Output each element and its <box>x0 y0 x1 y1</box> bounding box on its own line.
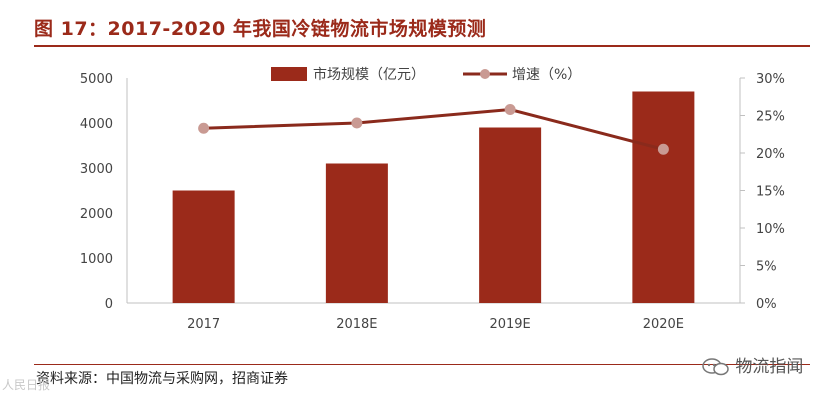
right-tick-label: 25% <box>756 110 785 125</box>
watermark-right: 物流指闻 <box>702 352 803 377</box>
chat-bubble-icon <box>702 358 729 376</box>
bar-2017 <box>172 190 235 303</box>
left-tick-label: 5000 <box>80 72 113 87</box>
bar-2018E <box>325 163 388 303</box>
title-rule <box>34 45 810 47</box>
right-tick-label: 30% <box>756 72 785 87</box>
x-tick-label: 2019E <box>489 317 530 332</box>
figure-title: 图 17：2017-2020 年我国冷链物流市场规模预测 <box>34 18 487 40</box>
x-tick-label: 2018E <box>336 317 377 332</box>
left-tick-label: 4000 <box>80 117 113 132</box>
right-tick-label: 15% <box>756 185 785 200</box>
left-tick-label: 2000 <box>80 207 113 222</box>
growth-point-2018E <box>351 117 363 129</box>
growth-line <box>203 107 664 151</box>
source-rule <box>34 364 810 365</box>
bar-2019E <box>479 127 542 303</box>
source-note: 资料来源：中国物流与采购网，招商证券 <box>36 371 288 387</box>
left-tick-label: 0 <box>105 297 113 312</box>
left-tick-label: 1000 <box>80 252 113 267</box>
growth-point-2020E <box>657 143 669 155</box>
watermark-left: 人民日报 <box>2 378 51 392</box>
x-tick-label: 2020E <box>643 317 684 332</box>
legend-bar-label: 市场规模（亿元） <box>313 66 425 83</box>
legend-line-label: 增速（%） <box>512 67 581 83</box>
bar-2020E <box>632 91 695 303</box>
right-tick-label: 10% <box>756 222 785 237</box>
right-tick-label: 20% <box>756 147 785 162</box>
growth-point-2017 <box>198 122 210 134</box>
x-tick-label: 2017 <box>187 317 220 332</box>
right-tick-label: 0% <box>756 297 777 312</box>
watermark-right-text: 物流指闻 <box>735 357 804 377</box>
right-tick-label: 5% <box>756 260 777 275</box>
left-tick-label: 3000 <box>80 162 113 177</box>
legend-line-marker <box>480 69 490 79</box>
growth-point-2019E <box>504 104 516 115</box>
legend-bar-swatch <box>271 67 307 81</box>
